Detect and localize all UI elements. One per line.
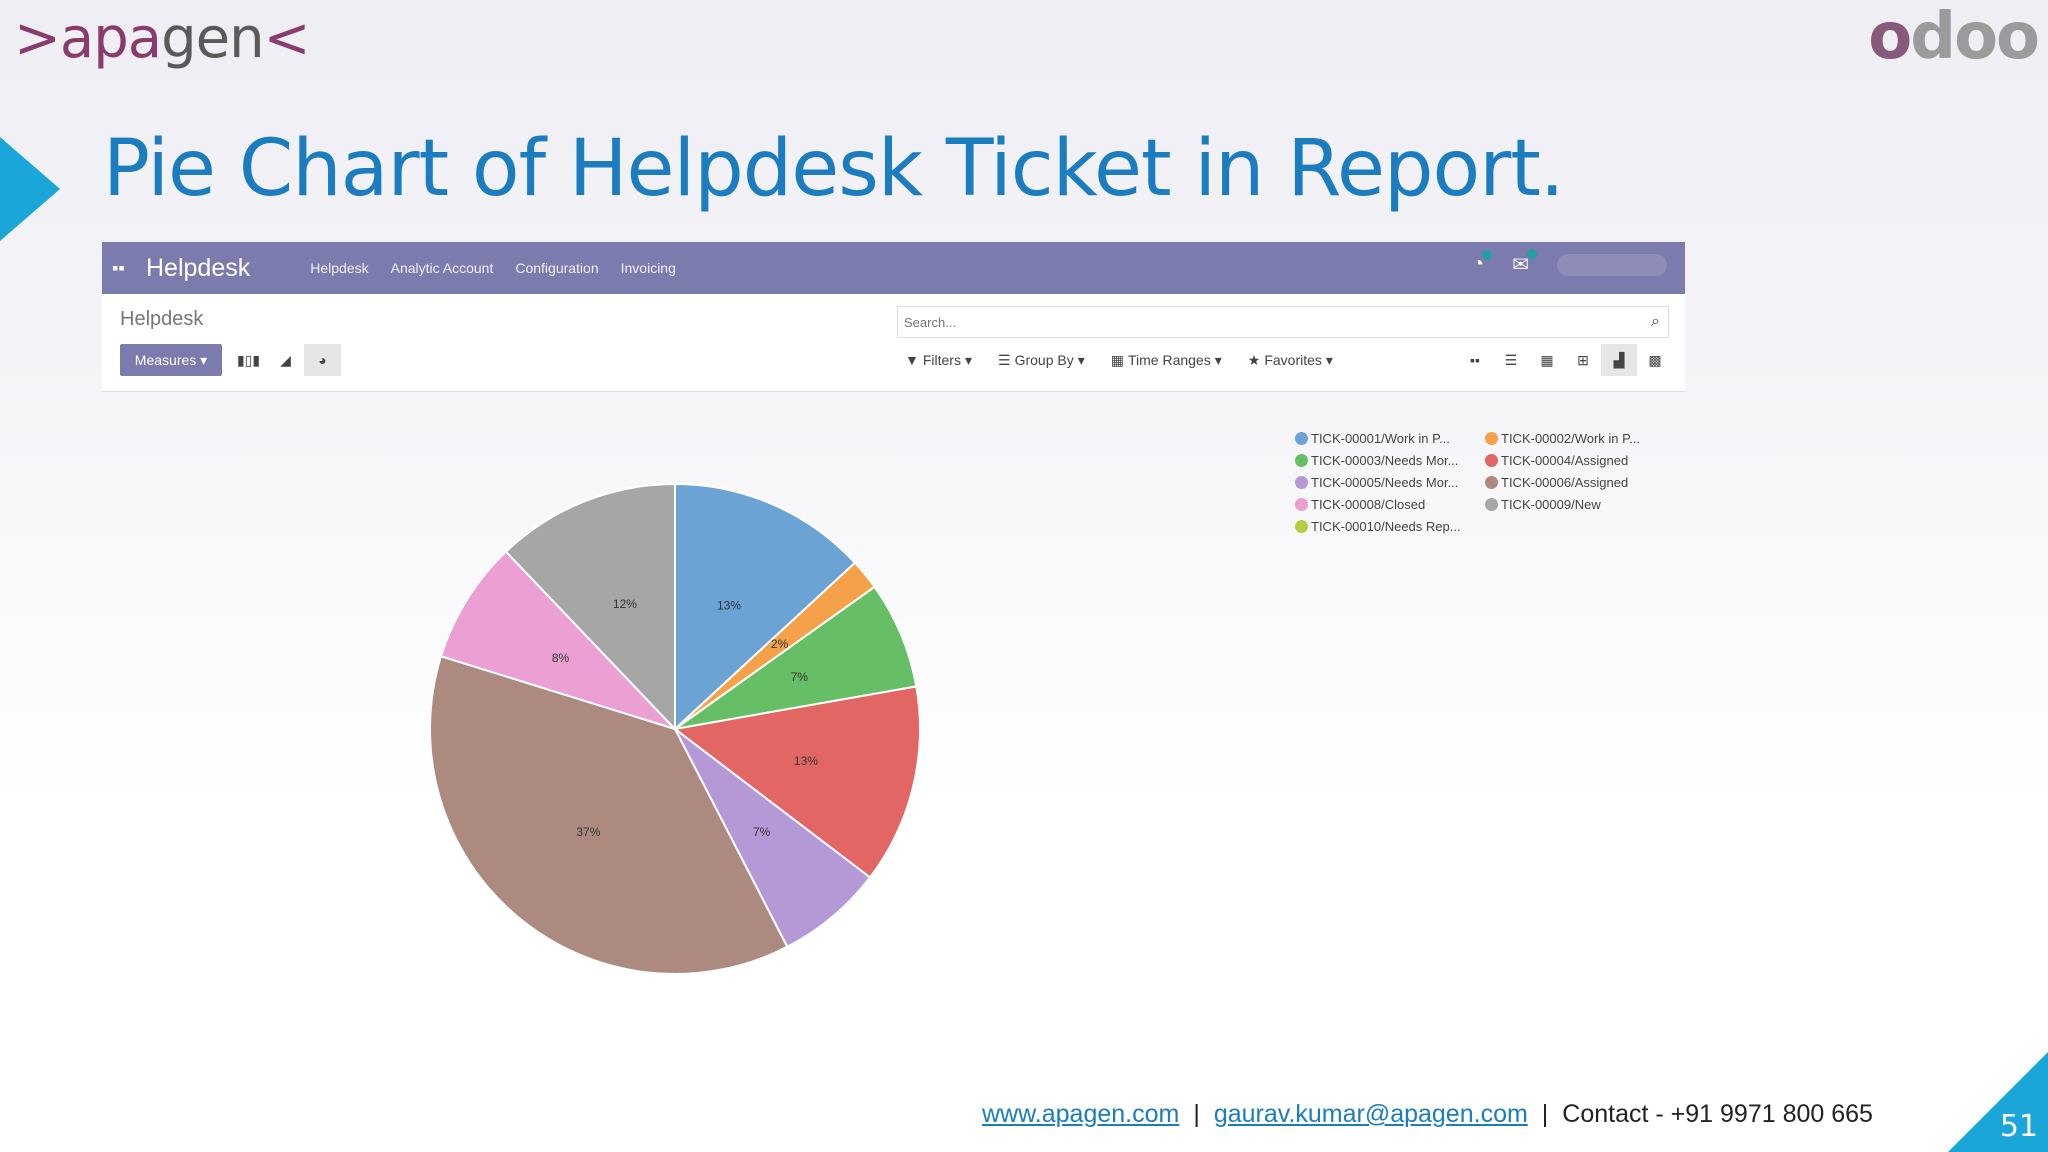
menu-invoicing[interactable]: Invoicing (620, 260, 676, 276)
legend-color-swatch (1485, 476, 1498, 489)
slice-data-label: 7% (753, 825, 771, 839)
legend-label: TICK-00008/Closed (1311, 497, 1426, 512)
slice-data-label: 37% (576, 825, 600, 839)
legend-label: TICK-00006/Assigned (1501, 475, 1629, 490)
menu-configuration[interactable]: Configuration (515, 260, 599, 276)
pie-slice[interactable] (429, 655, 789, 975)
menu-helpdesk[interactable]: Helpdesk (310, 260, 369, 276)
menu-analytic-account[interactable]: Analytic Account (390, 260, 494, 276)
legend-color-swatch (1485, 498, 1498, 511)
legend-label: TICK-00005/Needs Mor... (1311, 475, 1459, 490)
legend-item[interactable]: TICK-00003/Needs Mor... (1295, 453, 1458, 468)
pie-slice[interactable] (674, 482, 857, 732)
email-link[interactable]: gaurav.kumar@apagen.com (1213, 1100, 1528, 1128)
legend-label: TICK-00010/Needs Rep... (1311, 519, 1461, 534)
filters-button[interactable]: ▼ Filters ▾ (897, 344, 981, 376)
bar-chart-icon[interactable]: ▮▯▮ (230, 344, 267, 376)
odoo-screenshot: ▪▪ Helpdesk Helpdesk Analytic Account Co… (102, 242, 1685, 1012)
kanban-view-icon[interactable]: ▪▪ (1457, 344, 1493, 376)
slice-data-label: 13% (717, 599, 741, 613)
graph-type-buttons: ▮▯▮ ◢ ◕ (230, 344, 341, 376)
apps-menu-icon[interactable]: ▪▪ (112, 257, 125, 278)
legend-label: TICK-00003/Needs Mor... (1311, 453, 1459, 468)
slice-data-label: 8% (552, 651, 570, 665)
legend-item[interactable]: TICK-00010/Needs Rep... (1295, 519, 1461, 534)
pie-slice[interactable] (674, 728, 872, 949)
favorites-label: Favorites (1264, 352, 1322, 368)
list-view-icon[interactable]: ☰ (1493, 344, 1529, 376)
group-by-icon: ☰ (998, 351, 1011, 368)
legend-item[interactable]: TICK-00004/Assigned (1485, 453, 1628, 468)
slice-data-label: 7% (791, 670, 809, 684)
legend-item[interactable]: TICK-00006/Assigned (1485, 475, 1628, 490)
legend-color-swatch (1295, 476, 1308, 489)
filters-label: Filters (922, 352, 961, 368)
legend-color-swatch (1295, 454, 1308, 467)
time-ranges-label: Time Ranges (1127, 352, 1211, 368)
line-chart-icon[interactable]: ◢ (267, 344, 304, 376)
top-navbar: ▪▪ Helpdesk Helpdesk Analytic Account Co… (102, 242, 1685, 294)
corner-decoration (1948, 1052, 2048, 1152)
slice-data-label: 13% (794, 754, 818, 768)
grid-view-icon[interactable]: ▩ (1637, 344, 1673, 376)
calendar-view-icon[interactable]: ▦ (1529, 344, 1565, 376)
filter-icon: ▼ (905, 352, 919, 368)
legend-item[interactable]: TICK-00009/New (1485, 497, 1601, 512)
legend-label: TICK-00001/Work in P... (1311, 431, 1450, 446)
page-number: 51 (1999, 1109, 2038, 1144)
measures-label: Measures (134, 352, 197, 368)
legend-item[interactable]: TICK-00001/Work in P... (1295, 431, 1450, 446)
control-panel: Helpdesk Measures ▾ ▮▯▮ ◢ ◕ ⌕ ▼Filters ▾… (102, 294, 1685, 392)
odoo-logo: odoo (1868, 0, 2040, 74)
time-ranges-button[interactable]: ▦ Time Ranges ▾ (1102, 344, 1230, 376)
filter-row: ▼ Filters ▾ ☰ Group By ▾ ▦ Time Ranges ▾ ★ F… (897, 344, 1341, 376)
group-by-label: Group By (1014, 352, 1074, 368)
apagen-logo: >apagen< (14, 6, 311, 71)
measures-button[interactable]: Measures ▾ (120, 344, 222, 376)
pie-slice[interactable] (672, 685, 921, 879)
legend-label: TICK-00002/Work in P... (1501, 431, 1640, 446)
breadcrumb[interactable]: Helpdesk (120, 308, 204, 330)
calendar-icon: ▦ (1110, 351, 1124, 368)
footer-separator: | (1541, 1100, 1549, 1128)
pie-slice[interactable] (504, 482, 676, 732)
legend-color-swatch (1295, 498, 1308, 511)
search-box: ⌕ (897, 306, 1669, 338)
search-icon[interactable]: ⌕ (1651, 313, 1660, 330)
contact-text: Contact - +91 9971 800 665 (1562, 1100, 1873, 1128)
legend-color-swatch (1295, 432, 1308, 445)
legend-color-swatch (1485, 454, 1498, 467)
pie-slice[interactable] (674, 585, 918, 730)
legend-item[interactable]: TICK-00002/Work in P... (1485, 431, 1640, 446)
messaging-icon[interactable]: ✉ (1512, 249, 1537, 277)
slide-title: Pie Chart of Helpdesk Ticket in Report. (103, 124, 1565, 214)
pie-slice[interactable] (439, 550, 679, 732)
slide-footer: www.apagen.com | gaurav.kumar@apagen.com | C… (982, 1100, 1873, 1129)
website-link[interactable]: www.apagen.com (982, 1100, 1180, 1128)
graph-view-icon[interactable]: ▟ (1601, 344, 1637, 376)
legend-color-swatch (1295, 520, 1308, 533)
app-name[interactable]: Helpdesk (146, 253, 251, 282)
slide-arrow-decoration (0, 137, 60, 241)
chart-area: 13% 2% 7% 13% 7% 37% 8% 12% TICK-00001/Work in … (102, 392, 1685, 1012)
activity-icon[interactable]: ◔ (1472, 250, 1493, 276)
pivot-view-icon[interactable]: ⊞ (1565, 344, 1601, 376)
favorites-button[interactable]: ★ Favorites ▾ (1239, 344, 1341, 376)
legend-item[interactable]: TICK-00008/Closed (1295, 497, 1425, 512)
legend-item[interactable]: TICK-00005/Needs Mor... (1295, 475, 1458, 490)
slice-data-label: 2% (771, 637, 789, 651)
group-by-button[interactable]: ☰ Group By ▾ (990, 344, 1093, 376)
legend-label: TICK-00009/New (1501, 497, 1601, 512)
pie-chart-icon[interactable]: ◕ (304, 344, 341, 376)
legend-label: TICK-00004/Assigned (1501, 453, 1629, 468)
view-switcher: ▪▪ ☰ ▦ ⊞ ▟ ▩ (1457, 344, 1673, 376)
legend-color-swatch (1485, 432, 1498, 445)
user-menu[interactable] (1557, 253, 1667, 276)
slice-data-label: 12% (613, 597, 637, 611)
footer-separator: | (1193, 1100, 1200, 1128)
search-input[interactable] (898, 307, 1618, 337)
pie-chart: 13% 2% 7% 13% 7% 37% 8% 12% (429, 482, 921, 975)
star-icon: ★ (1247, 351, 1261, 368)
